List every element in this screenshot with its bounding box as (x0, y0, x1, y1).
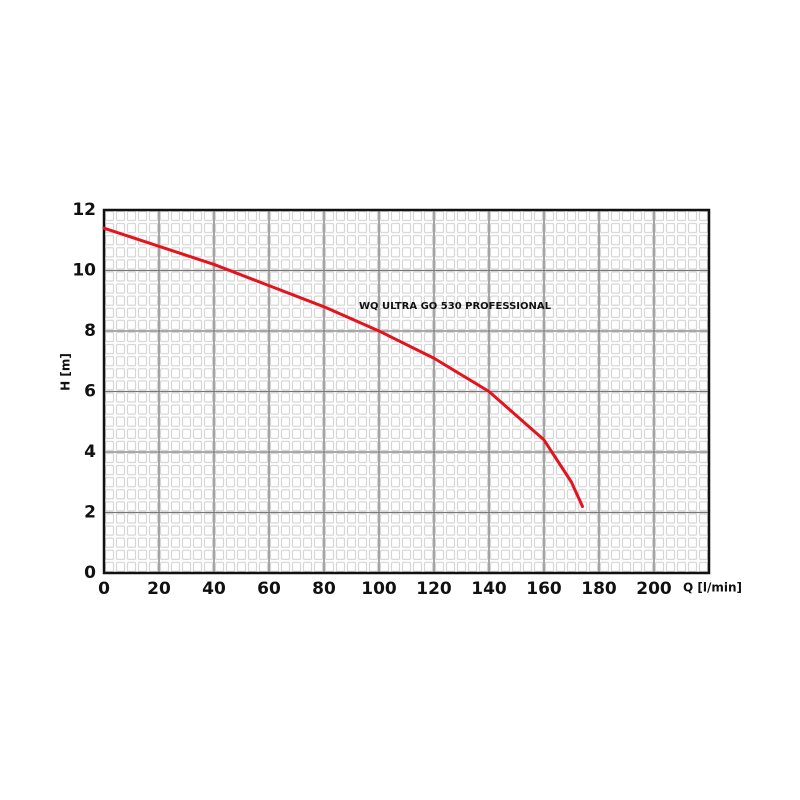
x-tick-label: 40 (202, 579, 226, 599)
x-tick-label: 120 (416, 579, 452, 599)
plot-frame (102, 208, 711, 575)
y-tick-label: 4 (84, 442, 96, 462)
x-tick-label: 80 (312, 579, 336, 599)
y-tick-label: 2 (84, 503, 96, 523)
y-tick-label: 12 (72, 200, 96, 220)
x-tick-label: 160 (526, 579, 562, 599)
annotation: WQ ULTRA GO 530 PROFESSIONAL (359, 301, 552, 312)
x-tick-label: 180 (581, 579, 617, 599)
y-tick-label: 8 (84, 321, 96, 341)
x-tick-label: 200 (636, 579, 672, 599)
x-tick-label: 60 (257, 579, 281, 599)
x-axis-label: Q [l/min] (683, 581, 742, 595)
x-tick-label: 0 (98, 579, 110, 599)
y-axis-label: H [m] (59, 353, 73, 391)
y-tick-label: 6 (84, 382, 96, 402)
x-tick-label: 140 (471, 579, 507, 599)
y-tick-label: 10 (72, 261, 96, 281)
curve (102, 226, 584, 508)
y-tick-label: 0 (84, 563, 96, 583)
x-tick-label: 20 (147, 579, 171, 599)
x-tick-label: 100 (361, 579, 397, 599)
